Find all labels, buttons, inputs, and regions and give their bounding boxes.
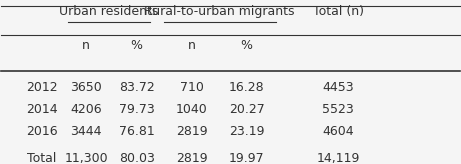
Text: 3650: 3650 (70, 81, 102, 94)
Text: n: n (82, 39, 90, 52)
Text: 79.73: 79.73 (118, 103, 154, 116)
Text: %: % (130, 39, 142, 52)
Text: Rural-to-urban migrants: Rural-to-urban migrants (144, 5, 294, 18)
Text: Total (n): Total (n) (313, 5, 364, 18)
Text: 83.72: 83.72 (118, 81, 154, 94)
Text: 23.19: 23.19 (229, 125, 264, 138)
Text: 11,300: 11,300 (65, 152, 108, 164)
Text: n: n (188, 39, 195, 52)
Text: 4453: 4453 (322, 81, 354, 94)
Text: 14,119: 14,119 (317, 152, 360, 164)
Text: 5523: 5523 (322, 103, 354, 116)
Text: Total: Total (27, 152, 56, 164)
Text: 76.81: 76.81 (118, 125, 154, 138)
Text: 19.97: 19.97 (229, 152, 264, 164)
Text: 2819: 2819 (176, 125, 207, 138)
Text: 2014: 2014 (27, 103, 58, 116)
Text: 3444: 3444 (71, 125, 102, 138)
Text: 4206: 4206 (71, 103, 102, 116)
Text: 1040: 1040 (176, 103, 207, 116)
Text: Urban residents: Urban residents (59, 5, 159, 18)
Text: 16.28: 16.28 (229, 81, 264, 94)
Text: %: % (241, 39, 253, 52)
Text: 2819: 2819 (176, 152, 207, 164)
Text: 710: 710 (180, 81, 203, 94)
Text: 2012: 2012 (27, 81, 58, 94)
Text: 2016: 2016 (27, 125, 58, 138)
Text: 20.27: 20.27 (229, 103, 265, 116)
Text: 4604: 4604 (322, 125, 354, 138)
Text: 80.03: 80.03 (118, 152, 154, 164)
